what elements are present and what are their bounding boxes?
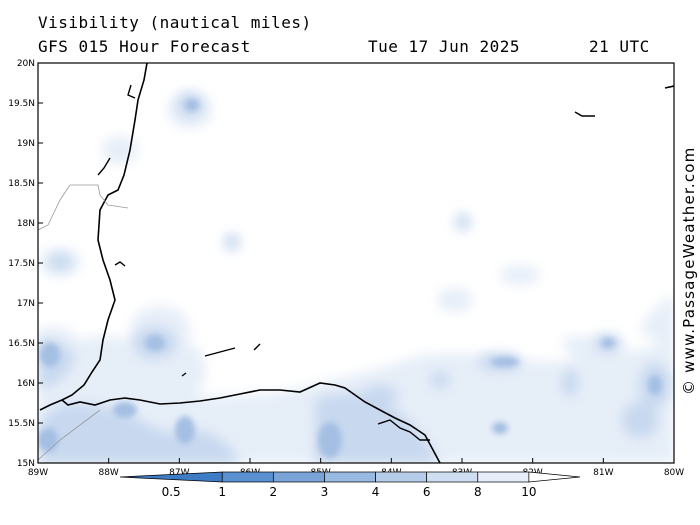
lon-tick-label: 89W [28,468,48,478]
lon-tick-label: 80W [664,468,684,478]
colorbar-swatch [272,471,325,483]
colorbar-label: 8 [474,485,482,499]
forecast-date: Tue 17 Jun 2025 [368,37,520,56]
colorbar-swatch [375,471,428,483]
lat-tick-label: 15N [17,459,35,469]
forecast-subtitle: GFS 015 Hour Forecast [38,37,251,56]
lon-tick-label: 88W [98,468,118,478]
colorbar-label: 4 [372,485,380,499]
forecast-time: 21 UTC [589,37,650,56]
credit-watermark: © www.PassageWeather.com [680,146,698,395]
lat-tick-label: 19.5N [8,99,35,109]
colorbar-label: 6 [423,485,431,499]
lat-tick-label: 17.5N [8,259,35,269]
lat-tick-label: 17N [17,299,35,309]
coastline [38,63,674,463]
lat-tick-label: 19N [17,139,35,149]
lat-tick-label: 16N [17,379,35,389]
colorbar-swatch [426,471,479,483]
lat-tick-label: 18N [17,219,35,229]
lat-tick-label: 20N [17,59,35,69]
lat-tick-label: 15.5N [8,419,35,429]
colorbar-swatch [477,471,530,483]
colorbar-swatch [528,471,581,483]
colorbar-label: 1 [218,485,226,499]
visibility-colorbar: 0.5 1 2 3 4 6 8 10 [119,471,581,499]
lon-tick-label: 87W [169,468,189,478]
colorbar-label: 2 [270,485,278,499]
colorbar-swatch [221,471,274,483]
lon-tick-label: 81W [593,468,613,478]
colorbar-label: 10 [521,485,536,499]
colorbar-label: 0.5 [162,485,181,499]
lat-tick-label: 16.5N [8,339,35,349]
map-title: Visibility (nautical miles) [38,13,312,32]
latitude-axis: 20N 19.5N 19N 18.5N 18N 17.5N 17N 16.5N 16N 15.5N… [8,59,43,469]
colorbar-swatch [324,471,376,483]
lat-tick-label: 18.5N [8,179,35,189]
visibility-shading [38,92,674,463]
colorbar-label: 3 [321,485,329,499]
